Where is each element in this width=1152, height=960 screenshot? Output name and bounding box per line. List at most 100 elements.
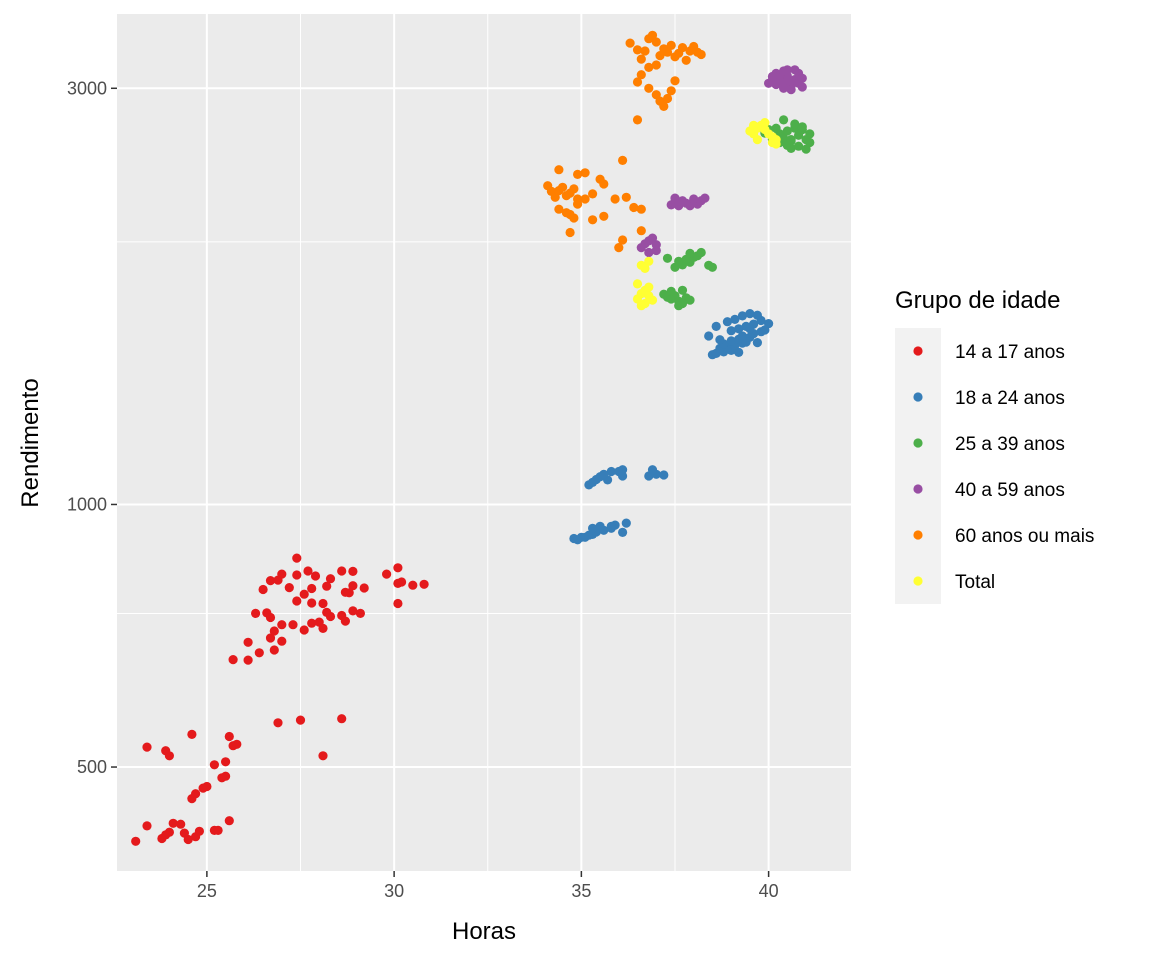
grid-minor	[117, 14, 851, 871]
legend-label: 60 anos ou mais	[955, 526, 1094, 547]
data-point	[689, 194, 699, 204]
data-point	[640, 263, 650, 273]
data-point	[771, 123, 781, 133]
series-total	[632, 118, 781, 311]
data-point	[599, 469, 609, 479]
data-point	[580, 194, 590, 204]
data-point	[711, 321, 721, 331]
data-point	[618, 527, 628, 538]
data-point	[322, 607, 332, 618]
data-point	[805, 129, 815, 139]
data-point	[651, 37, 661, 47]
x-tick-label: 25	[197, 881, 217, 901]
data-point	[696, 247, 706, 258]
data-point	[359, 583, 369, 593]
data-point	[393, 563, 403, 573]
data-point	[213, 825, 223, 836]
data-point	[187, 729, 197, 740]
data-point	[737, 311, 748, 321]
data-point	[644, 62, 654, 72]
data-point	[142, 742, 152, 752]
y-axis-title: Rendimento	[17, 378, 44, 507]
series-18-a-24-anos	[569, 309, 774, 545]
data-point	[610, 194, 620, 204]
data-point	[303, 566, 313, 576]
data-point	[651, 60, 661, 70]
data-point	[191, 789, 201, 799]
data-point	[644, 256, 654, 266]
data-point	[340, 587, 350, 597]
data-point	[662, 47, 673, 57]
data-point	[164, 827, 174, 837]
data-point	[588, 215, 598, 225]
data-point	[265, 576, 276, 586]
data-point	[565, 227, 575, 238]
data-point	[606, 521, 616, 531]
data-point	[636, 70, 646, 80]
data-point	[292, 570, 302, 580]
y-tick-label: 1000	[67, 494, 107, 514]
data-point	[734, 324, 744, 334]
data-point	[659, 101, 669, 111]
data-point	[588, 189, 598, 199]
data-point	[618, 155, 628, 165]
data-point	[580, 168, 590, 178]
data-point	[183, 834, 193, 845]
data-point	[318, 598, 328, 609]
data-point	[767, 71, 778, 82]
data-point	[348, 606, 358, 616]
data-point	[700, 193, 710, 203]
data-point	[554, 204, 564, 214]
data-point	[674, 256, 684, 266]
data-point	[696, 49, 706, 60]
data-point	[726, 336, 736, 346]
data-point	[779, 83, 789, 93]
data-point	[558, 182, 568, 192]
data-point	[632, 45, 643, 55]
data-point	[307, 618, 317, 628]
data-point	[307, 583, 317, 594]
data-point	[299, 625, 309, 635]
data-point	[621, 192, 631, 202]
data-point	[221, 757, 231, 767]
data-point	[644, 83, 654, 93]
x-tick-label: 35	[571, 881, 591, 901]
data-point	[636, 204, 646, 214]
data-point	[397, 577, 407, 587]
data-point	[262, 608, 272, 618]
y-tick-label: 500	[77, 757, 107, 777]
data-point	[554, 165, 564, 175]
data-point	[599, 211, 609, 221]
data-point	[573, 169, 583, 179]
data-point	[726, 326, 736, 336]
data-point	[228, 655, 238, 665]
data-point	[670, 193, 680, 203]
legend-title: Grupo de idade	[895, 287, 1060, 314]
data-point	[790, 119, 800, 129]
data-point	[801, 144, 811, 154]
data-point	[797, 73, 807, 83]
data-point	[666, 86, 676, 96]
data-point	[618, 465, 628, 475]
legend-key-background	[895, 328, 941, 604]
data-point	[284, 583, 294, 593]
data-point	[636, 226, 646, 236]
data-point	[677, 285, 688, 295]
data-point	[794, 141, 804, 151]
data-point	[292, 596, 302, 606]
data-point	[685, 248, 695, 258]
data-point	[745, 309, 755, 319]
data-point	[393, 598, 403, 609]
data-point	[337, 566, 347, 576]
data-point	[666, 286, 676, 296]
series-14-a-17-anos	[131, 553, 429, 846]
data-point	[224, 731, 234, 742]
data-point	[752, 135, 763, 145]
data-point	[621, 518, 631, 528]
data-point	[629, 202, 639, 213]
data-point	[142, 821, 152, 831]
data-point	[752, 338, 763, 348]
data-point	[164, 751, 174, 761]
legend-key	[913, 392, 923, 402]
data-point	[760, 118, 770, 128]
